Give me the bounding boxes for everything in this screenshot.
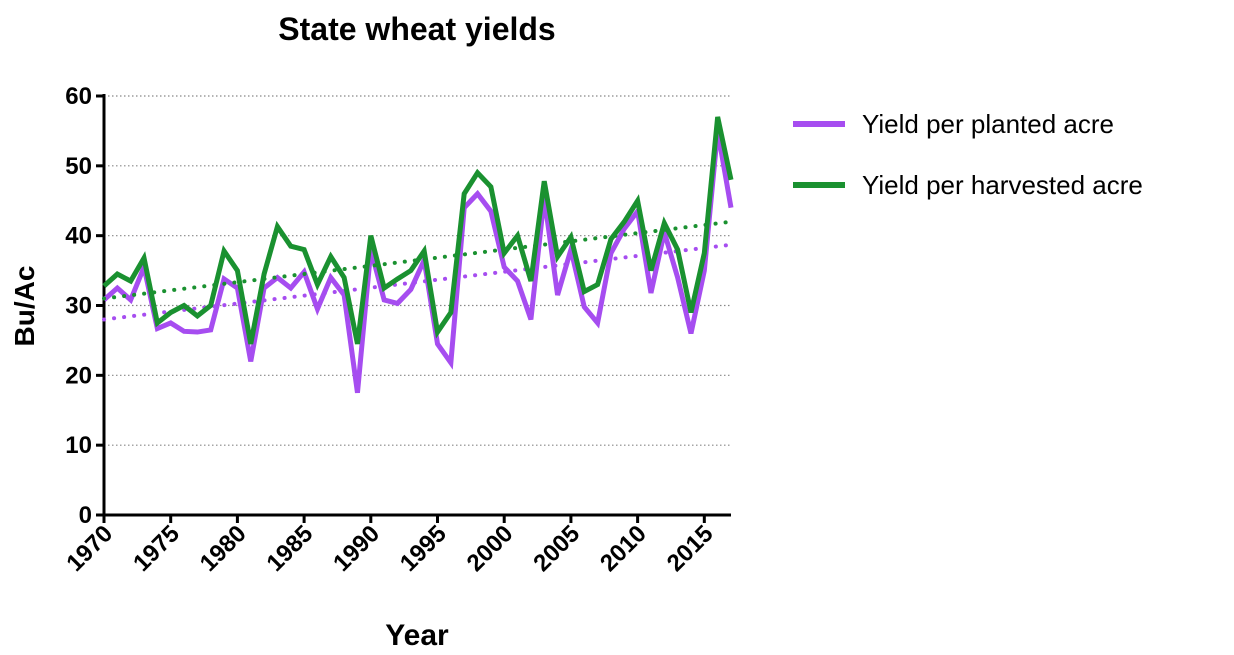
x-tick-label: 1975 <box>128 520 185 577</box>
x-tick-label: 1995 <box>395 520 452 577</box>
y-tick-label: 10 <box>65 432 92 459</box>
x-tick-label: 2010 <box>595 520 652 577</box>
legend-label: Yield per harvested acre <box>862 170 1143 200</box>
trend-line <box>102 242 733 322</box>
x-tick-label: 2000 <box>462 520 519 577</box>
x-tick-label: 2005 <box>528 520 585 577</box>
data-line <box>102 130 734 394</box>
y-tick-label: 40 <box>65 223 92 250</box>
data-line <box>102 116 734 345</box>
y-tick-label: 50 <box>65 153 92 180</box>
y-tick-label: 60 <box>65 83 92 110</box>
legend-label: Yield per planted acre <box>862 109 1114 139</box>
y-tick-label: 0 <box>79 502 92 529</box>
x-tick-label: 1985 <box>262 520 319 577</box>
x-axis-label: Year <box>385 619 449 650</box>
y-tick-label: 30 <box>65 293 92 320</box>
y-axis-label: Bu/Ac <box>9 266 40 347</box>
trend-line <box>102 219 733 301</box>
chart-title: State wheat yields <box>278 11 555 47</box>
x-tick-label: 1970 <box>61 520 118 577</box>
x-tick-label: 1980 <box>195 520 252 577</box>
x-tick-label: 1990 <box>328 520 385 577</box>
x-tick-label: 2015 <box>662 520 719 577</box>
y-tick-label: 20 <box>65 362 92 389</box>
